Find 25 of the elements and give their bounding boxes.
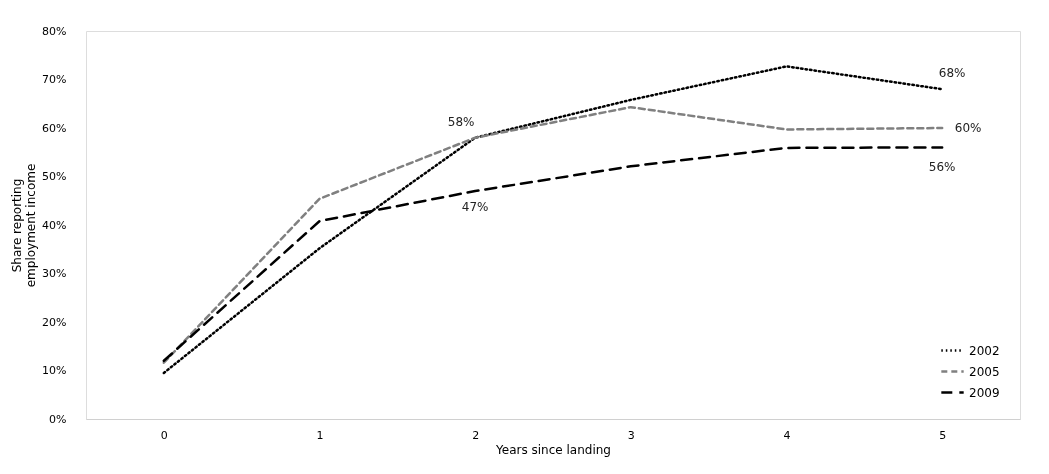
legend-label: 2002 <box>969 343 1000 358</box>
y-tick-label: 20% <box>42 315 67 329</box>
y-tick-label: 40% <box>42 218 67 232</box>
y-tick-label: 80% <box>42 24 67 38</box>
x-tick-label: 0 <box>160 428 168 442</box>
legend-label: 2009 <box>969 385 1000 400</box>
x-axis-title: Years since landing <box>495 442 611 457</box>
x-tick-label: 2 <box>472 428 480 442</box>
data-label: 56% <box>928 160 956 175</box>
y-tick-label: 0% <box>49 412 67 426</box>
x-tick-label: 1 <box>316 428 324 442</box>
legend-label: 2005 <box>969 364 1000 379</box>
data-label: 58% <box>447 114 475 129</box>
x-tick-label: 5 <box>939 428 947 442</box>
data-label: 47% <box>461 200 489 215</box>
x-tick-label: 4 <box>783 428 791 442</box>
y-tick-label: 70% <box>42 73 67 86</box>
x-tick-label: 3 <box>627 428 635 442</box>
y-tick-label: 30% <box>42 267 67 280</box>
data-label: 60% <box>954 121 982 135</box>
y-axis-title: Share reporting employment income <box>10 163 39 288</box>
y-tick-label: 50% <box>42 170 67 183</box>
y-tick-label: 60% <box>42 121 67 135</box>
data-label: 68% <box>938 66 966 81</box>
y-tick-label: 10% <box>42 364 67 377</box>
